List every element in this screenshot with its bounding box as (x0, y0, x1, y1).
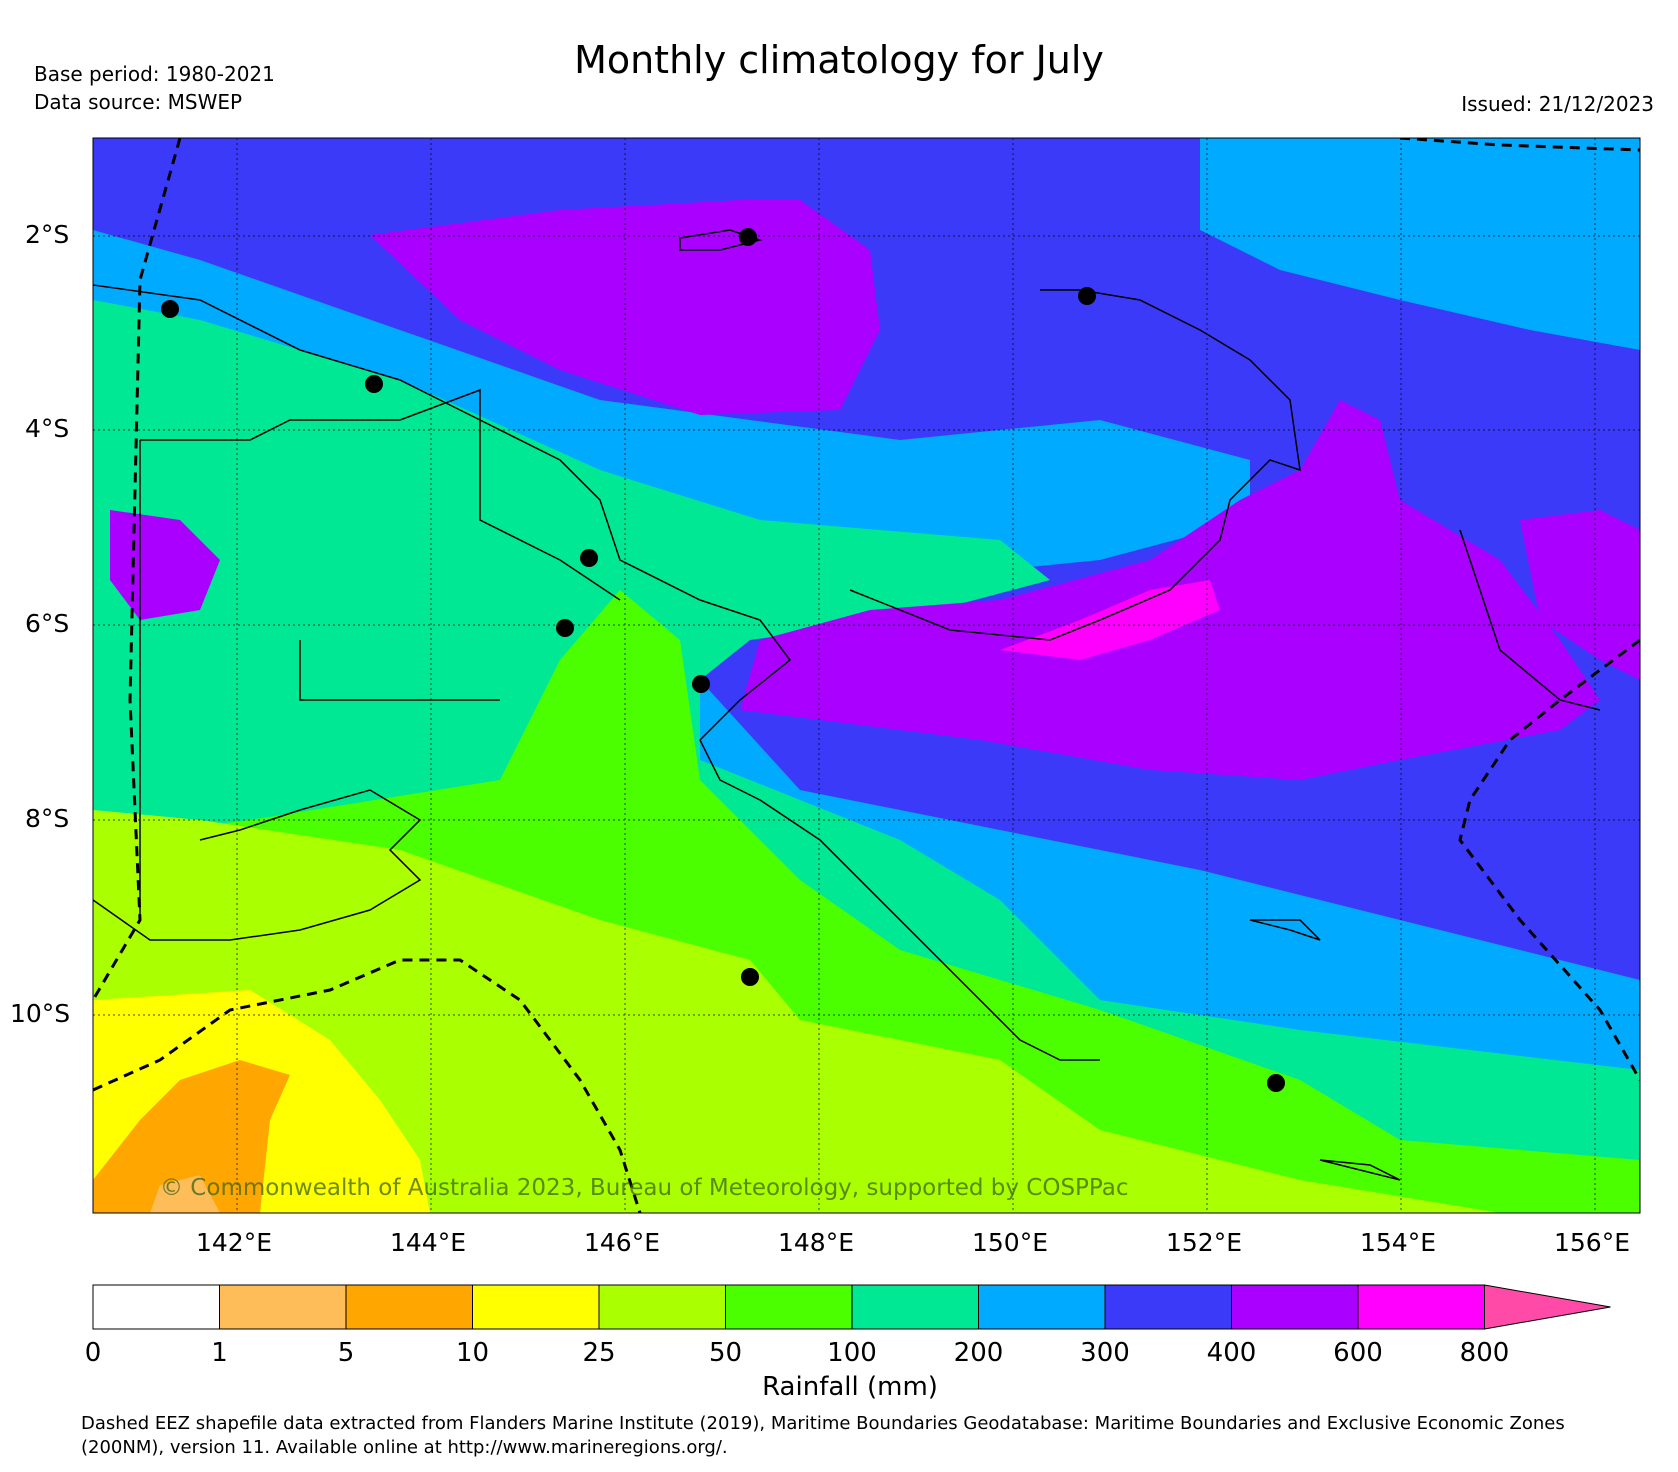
lat-label-10s: 10°S (10, 999, 71, 1028)
colorbar-tick-label: 50 (708, 1338, 743, 1368)
colorbar-tick-label: 300 (1080, 1338, 1130, 1368)
lon-label-150e: 150°E (972, 1228, 1049, 1257)
colorbar-tick-label: 1 (211, 1338, 228, 1368)
colorbar-segment (345, 1284, 473, 1330)
lon-label-148e: 148°E (778, 1228, 855, 1257)
footnote-line-1: Dashed EEZ shapefile data extracted from… (81, 1413, 1565, 1434)
colorbar-segment (851, 1284, 979, 1330)
station-markers (161, 228, 1285, 1092)
colorbar-segment (92, 1284, 220, 1330)
lon-label-142e: 142°E (196, 1228, 273, 1257)
colorbar-tick-label: 25 (582, 1338, 616, 1368)
colorbar-tick-label: 600 (1333, 1338, 1383, 1368)
lat-label-8s: 8°S (25, 804, 70, 833)
colorbar (92, 1284, 1611, 1330)
colorbar-segment (1104, 1284, 1232, 1330)
lon-label-144e: 144°E (390, 1228, 467, 1257)
coastline (93, 229, 1601, 1181)
colorbar-tick-label: 800 (1459, 1338, 1510, 1368)
colorbar-segment (725, 1284, 853, 1330)
lon-label-152e: 152°E (1166, 1228, 1243, 1257)
issued-date-label: Issued: 21/12/2023 (1461, 92, 1654, 116)
colorbar-tick-label: 5 (337, 1338, 355, 1368)
colorbar-tick-label: 200 (953, 1338, 1004, 1368)
lon-label-154e: 154°E (1360, 1228, 1437, 1257)
lon-label-156e: 156°E (1554, 1228, 1631, 1257)
colorbar-extend-arrow (1484, 1284, 1611, 1330)
colorbar-tick-label: 400 (1206, 1338, 1257, 1368)
colorbar-tick-label: 10 (455, 1338, 490, 1368)
eez-boundary (93, 138, 1640, 1213)
data-source-label: Data source: MSWEP (34, 90, 243, 114)
map-title: Monthly climatology for July (574, 38, 1104, 82)
lon-label-146e: 146°E (584, 1228, 661, 1257)
copyright-watermark: © Commonwealth of Australia 2023, Bureau… (160, 1175, 1129, 1201)
lat-label-2s: 2°S (25, 220, 70, 249)
colorbar-segment (1357, 1284, 1485, 1330)
rainfall-field (93, 138, 1640, 1213)
footnote-line-2: (200NM), version 11. Available online at… (81, 1437, 728, 1458)
colorbar-segment (219, 1284, 347, 1330)
colorbar-tick-label: 100 (827, 1338, 877, 1368)
colorbar-segment (978, 1284, 1106, 1330)
colorbar-tick-label: 0 (84, 1338, 102, 1368)
colorbar-segment (598, 1284, 726, 1330)
colorbar-title: Rainfall (mm) (762, 1372, 938, 1402)
lat-label-6s: 6°S (25, 609, 70, 638)
base-period-label: Base period: 1980-2021 (34, 62, 275, 86)
colorbar-segment (1231, 1284, 1359, 1330)
lat-label-4s: 4°S (25, 414, 70, 443)
colorbar-segment (472, 1284, 600, 1330)
